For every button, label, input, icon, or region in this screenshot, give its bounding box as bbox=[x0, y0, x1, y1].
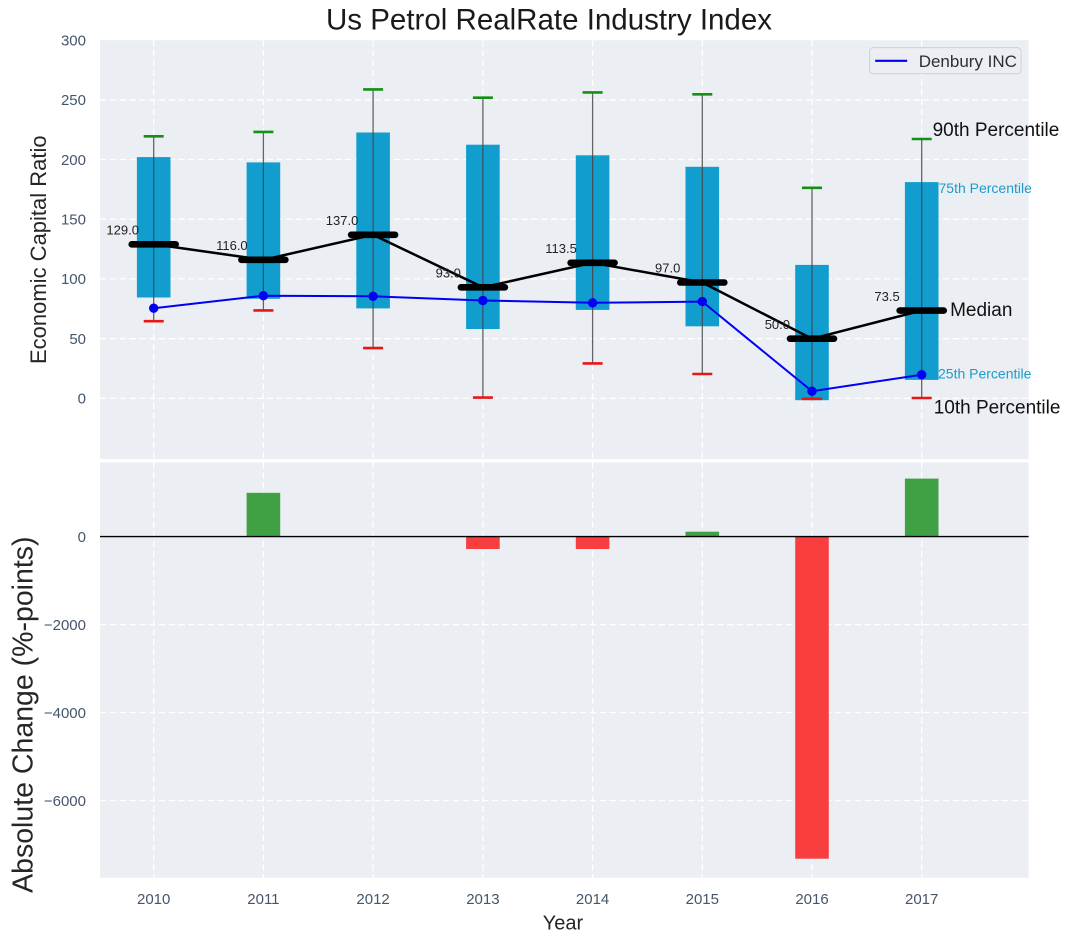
svg-text:200: 200 bbox=[61, 152, 86, 169]
svg-text:2012: 2012 bbox=[356, 891, 389, 908]
svg-text:116.0: 116.0 bbox=[216, 238, 248, 253]
svg-text:2011: 2011 bbox=[247, 891, 279, 908]
svg-text:Us Petrol RealRate Industry In: Us Petrol RealRate Industry Index bbox=[326, 4, 772, 37]
svg-text:2013: 2013 bbox=[466, 891, 499, 908]
svg-text:Median: Median bbox=[950, 300, 1012, 321]
svg-text:2014: 2014 bbox=[576, 891, 609, 908]
svg-text:Denbury INC: Denbury INC bbox=[919, 52, 1017, 71]
svg-text:Economic Capital Ratio: Economic Capital Ratio bbox=[26, 135, 51, 364]
svg-text:2010: 2010 bbox=[137, 891, 170, 908]
svg-text:137.0: 137.0 bbox=[326, 213, 359, 228]
svg-text:75th Percentile: 75th Percentile bbox=[939, 180, 1033, 196]
svg-text:100: 100 bbox=[61, 271, 86, 288]
svg-text:−2000: −2000 bbox=[44, 617, 86, 634]
svg-text:10th Percentile: 10th Percentile bbox=[934, 398, 1061, 419]
svg-text:73.5: 73.5 bbox=[874, 289, 899, 304]
svg-text:Year: Year bbox=[543, 913, 584, 935]
svg-text:Absolute Change (%-points): Absolute Change (%-points) bbox=[8, 536, 40, 892]
svg-text:97.0: 97.0 bbox=[655, 261, 680, 276]
svg-text:113.5: 113.5 bbox=[545, 241, 577, 256]
svg-text:93.0: 93.0 bbox=[436, 266, 461, 281]
svg-text:2015: 2015 bbox=[686, 891, 719, 908]
svg-text:129.0: 129.0 bbox=[106, 223, 139, 238]
svg-text:300: 300 bbox=[61, 32, 86, 49]
svg-text:−6000: −6000 bbox=[44, 793, 86, 810]
svg-text:150: 150 bbox=[61, 212, 86, 229]
svg-text:2016: 2016 bbox=[795, 891, 828, 908]
svg-text:250: 250 bbox=[61, 92, 86, 109]
svg-text:90th Percentile: 90th Percentile bbox=[933, 120, 1060, 141]
svg-text:0: 0 bbox=[78, 391, 86, 408]
svg-text:0: 0 bbox=[78, 529, 86, 546]
svg-text:25th Percentile: 25th Percentile bbox=[938, 365, 1032, 381]
svg-text:2017: 2017 bbox=[905, 891, 938, 908]
svg-text:50: 50 bbox=[69, 331, 86, 348]
svg-text:50.0: 50.0 bbox=[765, 317, 790, 332]
svg-text:−4000: −4000 bbox=[44, 705, 86, 722]
